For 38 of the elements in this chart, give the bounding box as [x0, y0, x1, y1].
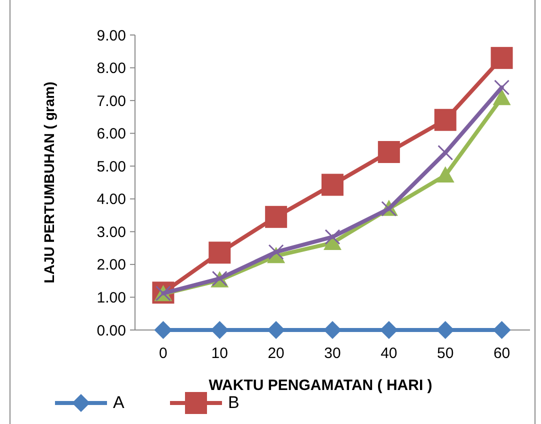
- x-tick-label: 0: [159, 345, 168, 362]
- x-tick-label: 10: [211, 345, 228, 362]
- y-tick-label: 7.00: [96, 92, 126, 110]
- point: [208, 242, 231, 264]
- point: [492, 321, 511, 339]
- y-axis-title: LAJU PERTUMBUHAN ( gram): [41, 82, 57, 284]
- point: [436, 321, 454, 339]
- x-tick-label: 20: [268, 345, 284, 362]
- point: [210, 321, 229, 339]
- y-tick-label: 9.00: [96, 27, 126, 44]
- point: [324, 229, 340, 245]
- x-tick-label: 60: [493, 345, 510, 362]
- x-tick-label: 50: [437, 345, 454, 362]
- point: [265, 206, 288, 228]
- point: [268, 244, 284, 260]
- legend-label: B: [228, 393, 240, 412]
- y-tick-label: 4.00: [96, 191, 126, 208]
- point: [434, 108, 456, 131]
- legend-label: A: [113, 393, 125, 412]
- point: [438, 144, 454, 160]
- y-tick-label: 0.00: [96, 322, 126, 340]
- y-tick-label: 5.00: [96, 158, 126, 176]
- point: [436, 166, 454, 182]
- point: [378, 141, 400, 164]
- y-tick-label: 3.00: [96, 224, 126, 241]
- point: [494, 80, 510, 96]
- point: [324, 321, 342, 339]
- x-axis-title: WAKTU PENGAMATAN ( HARI ): [208, 377, 432, 394]
- x-tick-label: 30: [324, 345, 341, 362]
- y-tick-label: 2.00: [96, 256, 126, 274]
- y-tick-label: 1.00: [96, 289, 126, 306]
- y-tick-label: 6.00: [96, 126, 126, 143]
- y-tick-label: 8.00: [96, 60, 126, 78]
- x-tick-label: 40: [380, 345, 398, 362]
- point: [154, 321, 172, 339]
- point: [492, 88, 511, 106]
- point: [490, 46, 513, 69]
- point: [322, 174, 344, 196]
